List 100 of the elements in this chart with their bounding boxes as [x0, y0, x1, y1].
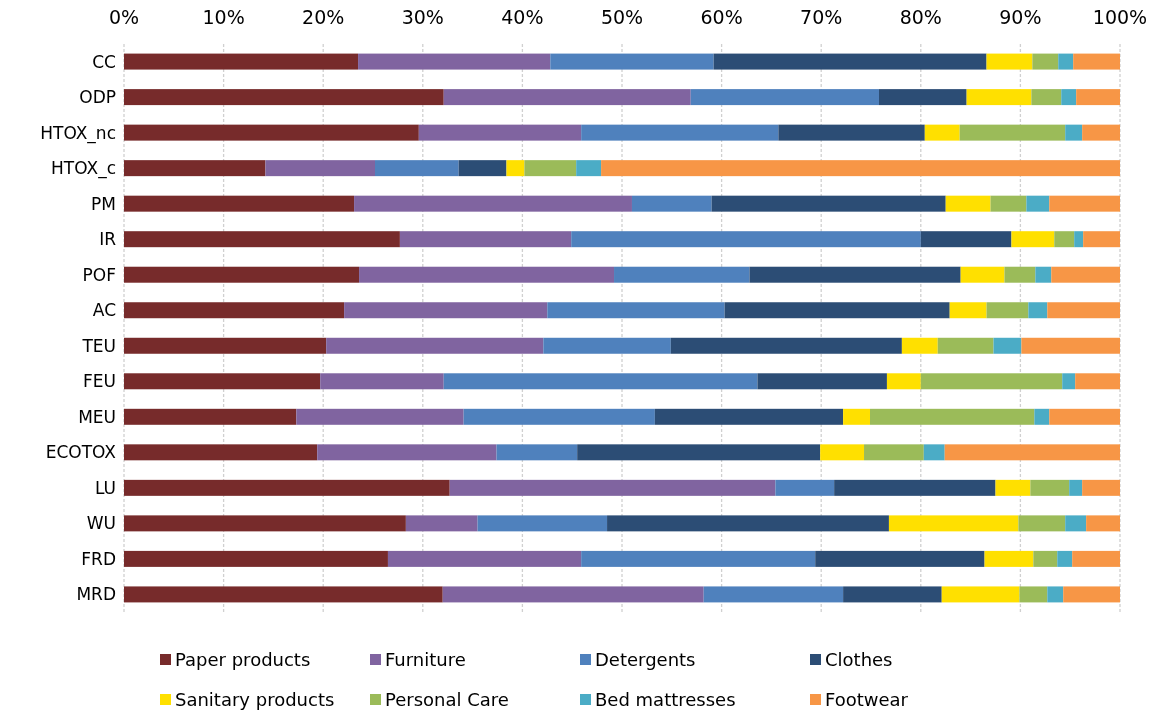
bar — [1030, 479, 1070, 496]
bar — [966, 89, 1032, 106]
bar — [878, 89, 967, 106]
bar — [124, 373, 321, 390]
bar — [1065, 515, 1087, 532]
bar — [387, 550, 582, 567]
bar — [843, 586, 942, 603]
bar — [1047, 586, 1064, 603]
x-tick-label: 20% — [302, 6, 345, 28]
bar — [1033, 550, 1058, 567]
bar — [124, 231, 400, 248]
bar — [358, 53, 551, 70]
bar — [1049, 195, 1120, 212]
bar — [920, 373, 1063, 390]
y-tick-label: HTOX_c — [51, 158, 116, 180]
bar — [1072, 550, 1120, 567]
x-tick-label: 50% — [600, 6, 644, 28]
bar — [124, 515, 406, 532]
bar — [778, 124, 925, 141]
bar — [1062, 373, 1076, 390]
bar — [820, 444, 865, 461]
x-tick-label: 80% — [899, 6, 942, 28]
bar — [901, 337, 938, 354]
bar — [1031, 89, 1062, 106]
bar — [631, 195, 712, 212]
bar — [571, 231, 921, 248]
bar — [326, 337, 544, 354]
bar — [124, 586, 443, 603]
bar — [124, 266, 360, 283]
bar — [670, 337, 902, 354]
y-tick-label: LU — [94, 477, 116, 498]
bar — [886, 373, 921, 390]
bar — [1028, 302, 1048, 319]
bar — [1035, 266, 1052, 283]
bar — [124, 302, 345, 319]
bar — [354, 195, 632, 212]
bar — [920, 231, 1012, 248]
bar — [124, 160, 266, 177]
bar — [1069, 479, 1083, 496]
bar — [1019, 586, 1048, 603]
legend-label: Paper products — [175, 649, 311, 671]
x-tick-label: 30% — [401, 6, 444, 28]
bar — [124, 479, 450, 496]
bar — [1061, 89, 1077, 106]
y-tick-label: HTOX_nc — [40, 122, 116, 144]
bar — [995, 479, 1031, 496]
bar — [990, 195, 1027, 212]
y-tick-label: ODP — [79, 87, 116, 108]
bar — [937, 337, 994, 354]
bar — [834, 479, 996, 496]
y-tick-label: IR — [99, 229, 117, 250]
bar — [1074, 231, 1084, 248]
bar — [614, 266, 750, 283]
bar — [399, 231, 572, 248]
bar — [296, 408, 464, 425]
bar — [449, 479, 776, 496]
bar — [1034, 408, 1050, 425]
bar — [577, 444, 821, 461]
bar — [923, 444, 945, 461]
bar — [359, 266, 615, 283]
y-tick-label: MEU — [78, 406, 116, 427]
bar — [124, 408, 297, 425]
bar — [550, 53, 714, 70]
bar — [1082, 124, 1120, 141]
bar — [1073, 53, 1120, 70]
bar — [607, 515, 889, 532]
bar — [124, 550, 388, 567]
x-tick-label: 100% — [1092, 6, 1148, 28]
bar — [1058, 53, 1074, 70]
bar — [496, 444, 578, 461]
bar — [477, 515, 608, 532]
bar — [1086, 515, 1120, 532]
bar — [1063, 586, 1120, 603]
bar — [960, 266, 1005, 283]
bar — [418, 124, 582, 141]
bar — [405, 515, 478, 532]
bar — [1082, 479, 1120, 496]
y-tick-label: FRD — [81, 548, 116, 569]
bar — [986, 53, 1033, 70]
y-tick-label: PM — [91, 193, 116, 214]
bar — [959, 124, 1066, 141]
bar — [1018, 515, 1066, 532]
bar — [576, 160, 602, 177]
bar — [124, 53, 359, 70]
bar — [984, 550, 1034, 567]
bar — [547, 302, 725, 319]
bar — [945, 195, 991, 212]
bar — [1021, 337, 1120, 354]
bar — [1032, 53, 1059, 70]
x-tick-label: 60% — [700, 6, 743, 28]
bar — [1057, 550, 1073, 567]
bar — [124, 444, 318, 461]
y-tick-label: AC — [92, 300, 116, 321]
bar — [888, 515, 1019, 532]
bar — [506, 160, 525, 177]
bar — [1011, 231, 1055, 248]
bar — [941, 586, 1020, 603]
bar — [870, 408, 1035, 425]
bar — [1004, 266, 1036, 283]
bar — [463, 408, 655, 425]
